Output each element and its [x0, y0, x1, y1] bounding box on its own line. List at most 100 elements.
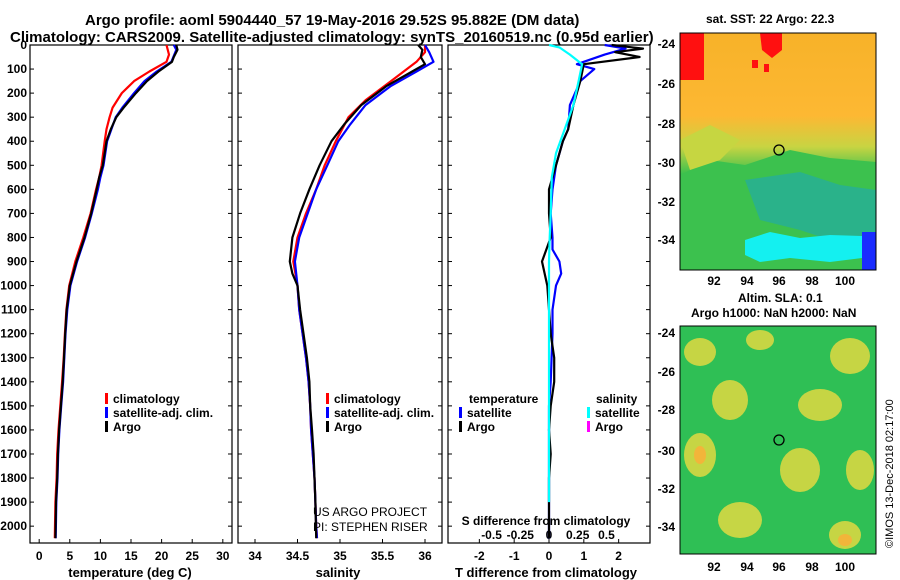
sla-xtick: 92	[707, 560, 721, 574]
sla-map-orange-spot	[694, 446, 706, 464]
sst-xtick: 92	[707, 274, 721, 288]
sla-xtick: 96	[772, 560, 786, 574]
x-tick-label: 25	[186, 549, 200, 563]
sla-map-blob	[746, 330, 774, 350]
sst-map-red-topleft	[680, 33, 704, 80]
depth-tick-label: 1800	[0, 471, 27, 485]
sst-xtick: 96	[772, 274, 786, 288]
depth-tick-label: 1300	[0, 351, 27, 365]
x-tick-label: 0	[36, 549, 43, 563]
sla-ytick: -24	[658, 326, 676, 340]
project-annotation: US ARGO PROJECT	[313, 505, 428, 519]
x-tick-label: 35.5	[371, 549, 395, 563]
legend-label: climatology	[113, 392, 180, 406]
sst-map-red-speck	[752, 60, 758, 68]
legend-label: satellite	[467, 406, 512, 420]
depth-tick-label: 600	[7, 182, 27, 196]
depth-tick-label: 1700	[0, 447, 27, 461]
sst-ytick: -32	[658, 195, 676, 209]
sst-map-yellow-patch	[680, 125, 740, 170]
sst-ytick: -26	[658, 77, 676, 91]
sst-map-cyan-region	[745, 232, 862, 262]
legend-label: Argo	[467, 420, 495, 434]
depth-tick-label: 900	[7, 255, 27, 269]
depth-tick-label: 1900	[0, 495, 27, 509]
diff-legend-temperature-title: temperature	[469, 392, 539, 406]
depth-tick-label: 400	[7, 134, 27, 148]
x-tick-label: 2	[615, 549, 622, 563]
depth-tick-label: 700	[7, 206, 27, 220]
x-tick-label: 34.5	[286, 549, 310, 563]
depth-tick-label: 1000	[0, 279, 27, 293]
sst-xtick: 94	[740, 274, 754, 288]
legend-swatch	[587, 407, 590, 418]
s-tick-label: 0.5	[598, 528, 615, 542]
legend-swatch	[105, 407, 108, 418]
x-tick-label: 10	[94, 549, 108, 563]
depth-tick-label: 0	[20, 38, 27, 52]
sla-ytick: -30	[658, 444, 676, 458]
depth-tick-label: 1200	[0, 327, 27, 341]
sst-map-title: sat. SST: 22 Argo: 22.3	[706, 12, 835, 26]
legend-label: satellite	[595, 406, 640, 420]
sla-map-blob	[718, 502, 762, 538]
depth-tick-label: 1100	[1, 303, 27, 317]
x-tick-label: 15	[124, 549, 138, 563]
s-tick-label: -0.5	[481, 528, 502, 542]
legend-swatch	[326, 421, 329, 432]
sla-map-title-2: Argo h1000: NaN h2000: NaN	[691, 306, 856, 320]
sla-map-argo-marker	[773, 434, 785, 446]
sla-map-blob	[798, 389, 842, 421]
x-tick-label: -1	[509, 549, 520, 563]
legend-swatch	[326, 393, 329, 404]
x-tick-label: 0	[546, 549, 553, 563]
depth-tick-label: 2000	[0, 519, 27, 533]
sla-map	[679, 325, 877, 555]
sla-map-title-1: Altim. SLA: 0.1	[738, 291, 823, 305]
legend-swatch	[587, 421, 590, 432]
legend-label: satellite-adj. clim.	[113, 406, 213, 420]
x-tick-label: 34	[248, 549, 262, 563]
sst-map	[679, 32, 877, 271]
depth-tick-label: 300	[7, 110, 27, 124]
sla-map-blob	[684, 338, 716, 366]
legend-label: climatology	[334, 392, 401, 406]
sla-ytick: -34	[658, 520, 676, 534]
temperature-xlabel: temperature (deg C)	[68, 565, 192, 580]
x-tick-label: 1	[580, 549, 587, 563]
sla-xtick: 100	[835, 560, 855, 574]
sst-xtick: 100	[835, 274, 855, 288]
sla-xtick: 94	[740, 560, 754, 574]
legend-swatch	[459, 421, 462, 432]
sst-ytick: -24	[658, 37, 676, 51]
sst-map-frame	[679, 32, 877, 271]
diff-legend-salinity-title: salinity	[596, 392, 638, 406]
sst-xtick: 98	[805, 274, 819, 288]
depth-tick-label: 100	[7, 62, 27, 76]
x-tick-label: -2	[474, 549, 485, 563]
sla-ytick: -32	[658, 482, 676, 496]
legend-swatch	[105, 421, 108, 432]
s-difference-label: S difference from climatology	[462, 514, 631, 528]
sst-map-red-top	[760, 33, 782, 58]
sla-map-orange-spot	[838, 534, 852, 546]
sst-ytick: -28	[658, 117, 676, 131]
legend-swatch	[326, 407, 329, 418]
temperature-panel	[29, 44, 233, 544]
sst-map-red-speck	[764, 64, 769, 72]
s-tick-label: -0.25	[507, 528, 535, 542]
depth-tick-label: 1400	[0, 375, 27, 389]
sla-map-blob	[846, 450, 874, 490]
sla-ytick: -28	[658, 403, 676, 417]
sst-ytick: -34	[658, 233, 676, 247]
title-line-1: Argo profile: aoml 5904440_57 19-May-201…	[85, 12, 580, 29]
salinity-xlabel: salinity	[316, 565, 362, 580]
legend-label: Argo	[595, 420, 623, 434]
depth-tick-label: 500	[7, 158, 27, 172]
x-tick-label: 30	[216, 549, 230, 563]
depth-tick-label: 800	[7, 230, 27, 244]
depth-tick-label: 1500	[0, 399, 27, 413]
salinity-panel	[237, 44, 443, 544]
difference-xlabel: T difference from climatology	[455, 565, 638, 580]
